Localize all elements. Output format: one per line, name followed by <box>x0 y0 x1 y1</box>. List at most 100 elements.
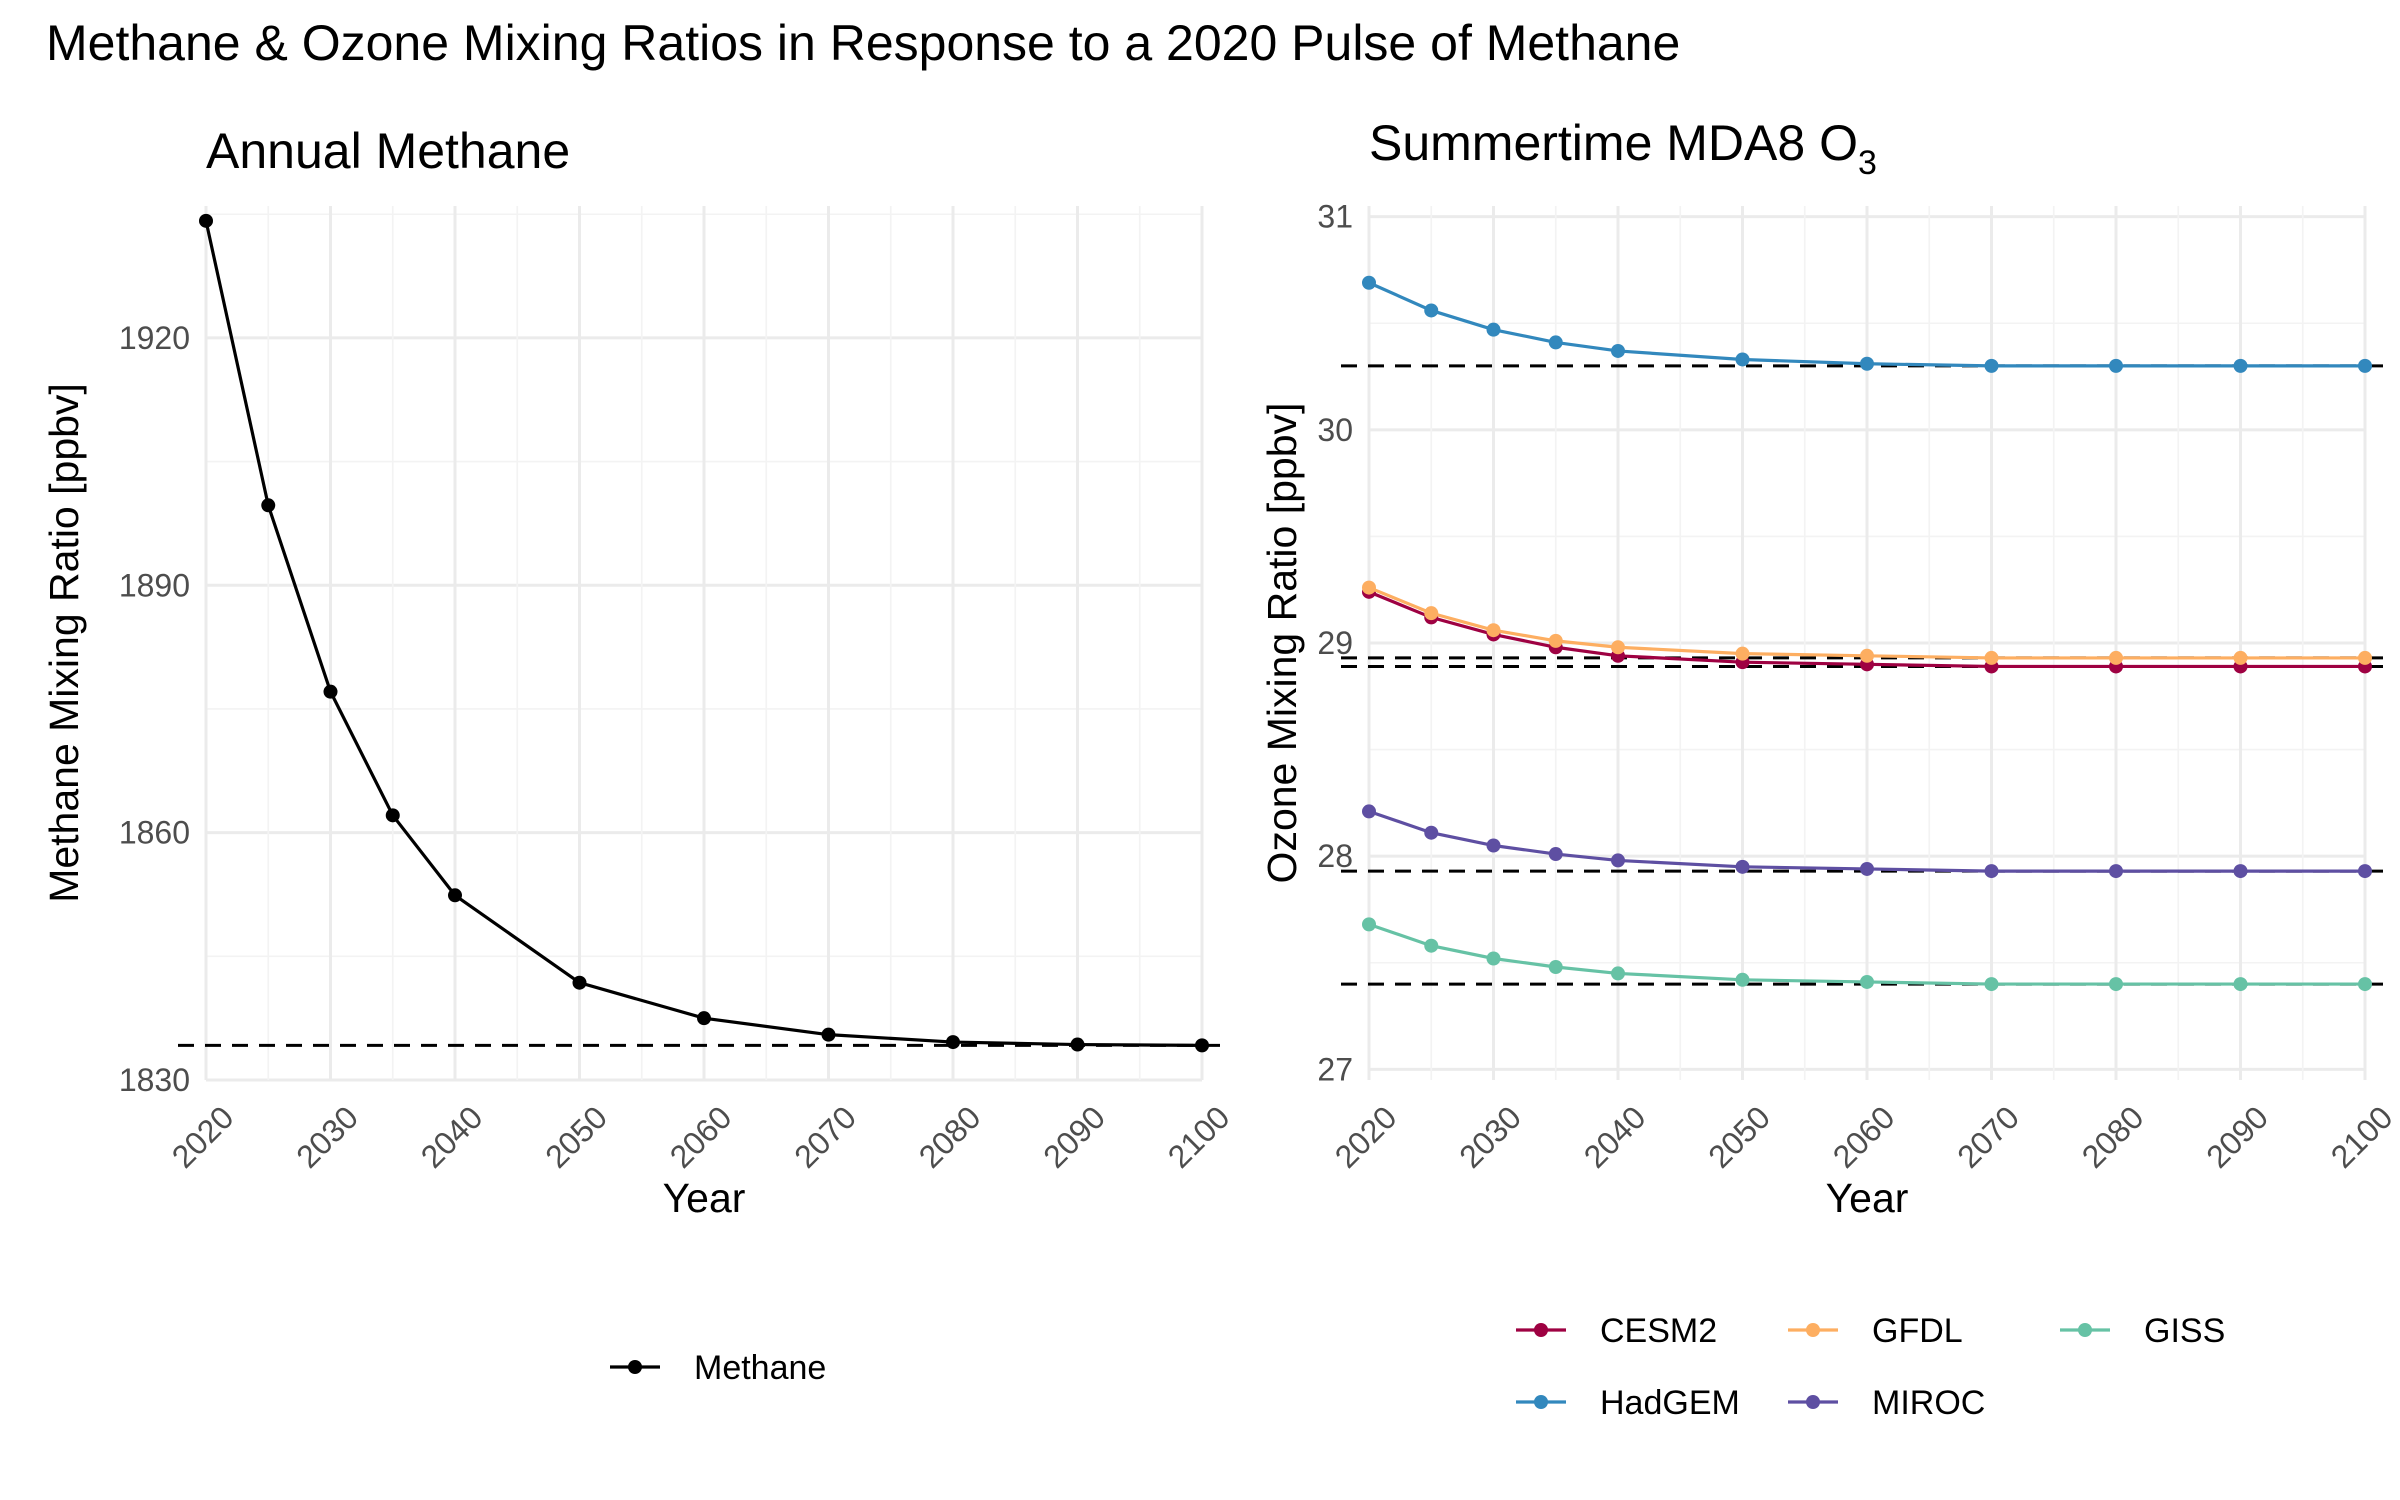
data-point <box>1611 640 1625 655</box>
data-point <box>1486 322 1501 337</box>
data-point <box>2233 977 2248 992</box>
data-point <box>323 684 338 699</box>
data-point <box>1362 917 1376 932</box>
y-tick-label: 1890 <box>119 567 190 603</box>
data-point <box>1735 352 1750 367</box>
x-tick-label: 2050 <box>538 1099 614 1175</box>
series-hadgem <box>1362 275 2372 373</box>
grid <box>204 206 1204 1082</box>
legend-label: CESM2 <box>1600 1312 1717 1350</box>
legend-label: GFDL <box>1872 1312 1963 1350</box>
data-point <box>199 213 213 228</box>
data-point <box>1860 861 1874 876</box>
data-point <box>1735 859 1750 874</box>
x-tick-label: 2070 <box>1950 1099 2026 1175</box>
data-point <box>1424 938 1439 953</box>
chart-panel-2: 27 28 29 30 31 2020 2030 2040 2050 2060 2070 2080 20… <box>1259 115 2400 1422</box>
data-point <box>1735 646 1750 661</box>
x-tick-label: 2100 <box>2324 1099 2400 1175</box>
legend-key-point <box>628 1360 642 1374</box>
series-giss <box>1362 917 2372 992</box>
y-tick-label: 1860 <box>119 815 190 851</box>
data-point <box>1486 838 1501 853</box>
x-tick-label: 2020 <box>1328 1099 1404 1175</box>
x-tick-label: 2030 <box>289 1099 365 1175</box>
y-tick-label: 1830 <box>119 1062 190 1098</box>
data-point <box>2233 358 2248 373</box>
data-point <box>1611 966 1625 981</box>
data-point <box>1424 825 1439 840</box>
data-point <box>2358 650 2372 665</box>
series-methane <box>199 213 1209 1053</box>
data-point <box>1860 974 1874 989</box>
y-tick-label: 31 <box>1317 199 1353 235</box>
x-tick-label: 2080 <box>2075 1099 2151 1175</box>
data-point <box>2109 977 2123 992</box>
legend-label: HadGEM <box>1600 1384 1740 1422</box>
legend-key-point <box>1806 1323 1820 1337</box>
data-point <box>1362 804 1376 819</box>
legend-label: MIROC <box>1872 1384 1985 1422</box>
legend-label: Methane <box>694 1349 826 1387</box>
data-point <box>1860 356 1874 371</box>
data-point <box>1611 853 1625 868</box>
legend-key-point <box>1534 1395 1548 1409</box>
data-point <box>572 975 587 990</box>
data-point <box>1548 847 1563 862</box>
data-point <box>2109 650 2123 665</box>
legend-label: GISS <box>2144 1312 2225 1350</box>
data-point <box>697 1011 711 1026</box>
x-tick-label: 2060 <box>663 1099 739 1175</box>
legend: CESM2 GFDL GISS HadGEM MIROC <box>1516 1312 2225 1422</box>
data-point <box>2109 358 2123 373</box>
y-tick-label: 1920 <box>119 320 190 356</box>
y-tick-label: 30 <box>1317 412 1353 448</box>
data-point <box>261 498 276 513</box>
x-tick-label: 2080 <box>912 1099 988 1175</box>
data-point <box>1548 960 1563 975</box>
data-point <box>2358 864 2372 879</box>
data-point <box>2233 864 2248 879</box>
data-point <box>1195 1038 1209 1053</box>
data-point <box>2358 977 2372 992</box>
data-point <box>1984 977 1999 992</box>
data-point <box>1860 648 1874 663</box>
y-axis-title: Methane Mixing Ratio [ppbv] <box>41 383 87 903</box>
legend-item-methane: Methane <box>610 1349 826 1387</box>
legend-key-point <box>1534 1323 1548 1337</box>
data-point <box>1362 275 1376 290</box>
x-tick-label: 2050 <box>1701 1099 1777 1175</box>
legend-key-point <box>1806 1395 1820 1409</box>
chart-panel-1: 1830 1860 1890 1920 2020 2030 2040 2050 2060 2070… <box>41 123 1237 1387</box>
data-point <box>821 1027 836 1042</box>
legend-key-point <box>2078 1323 2092 1337</box>
data-point <box>1548 633 1563 648</box>
x-axis-title: Year <box>1826 1175 1909 1221</box>
x-tick-label: 2020 <box>165 1099 241 1175</box>
data-point <box>1362 580 1376 595</box>
legend-item-cesm2: CESM2 <box>1516 1312 1717 1350</box>
data-point <box>1486 623 1501 638</box>
x-tick-label: 2040 <box>1577 1099 1653 1175</box>
panel-title: Annual Methane <box>206 123 570 179</box>
y-tick-label: 29 <box>1317 625 1353 661</box>
grid <box>1367 206 2367 1080</box>
series-miroc <box>1362 804 2372 879</box>
x-tick-label: 2090 <box>1036 1099 1112 1175</box>
data-point <box>1424 303 1439 318</box>
x-tick-label: 2090 <box>2199 1099 2275 1175</box>
data-point <box>1611 343 1625 358</box>
y-tick-label: 27 <box>1317 1051 1353 1087</box>
x-axis-title: Year <box>663 1175 746 1221</box>
data-point <box>2358 358 2372 373</box>
legend-item-giss: GISS <box>2060 1312 2225 1350</box>
series-gfdl <box>1362 580 2372 665</box>
panel-title: Summertime MDA8 O3 <box>1369 115 1877 182</box>
legend-item-miroc: MIROC <box>1788 1384 1985 1422</box>
legend: Methane <box>610 1349 826 1387</box>
data-point <box>1548 335 1563 350</box>
data-point <box>385 808 400 823</box>
y-axis-title: Ozone Mixing Ratio [ppbv] <box>1259 403 1305 884</box>
data-point <box>1984 650 1999 665</box>
data-point <box>2109 864 2123 879</box>
